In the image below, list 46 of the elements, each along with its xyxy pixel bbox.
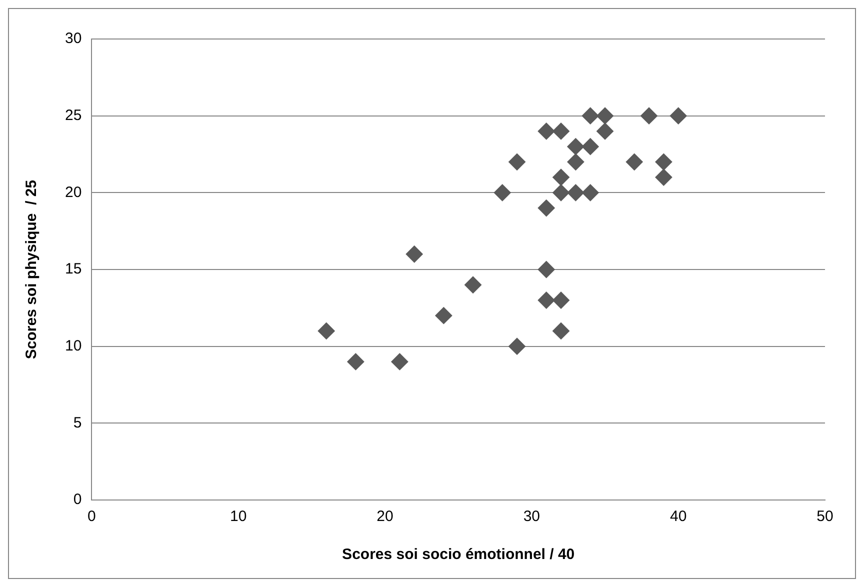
- point: [655, 153, 672, 170]
- point: [670, 107, 687, 124]
- point: [596, 122, 614, 140]
- point: [552, 292, 570, 309]
- y-tick-label: 25: [64, 106, 82, 124]
- point: [567, 153, 584, 170]
- x-tick-label: 50: [816, 508, 834, 526]
- x-tick-label: 10: [230, 508, 247, 526]
- point: [494, 184, 511, 202]
- y-tick-label: 5: [73, 414, 82, 432]
- y-tick-label: 10: [64, 337, 82, 354]
- point: [435, 307, 452, 324]
- point: [582, 138, 599, 156]
- point: [626, 153, 643, 170]
- point: [552, 122, 570, 140]
- point: [464, 276, 482, 294]
- x-tick-label: 30: [523, 508, 540, 526]
- x-tick-label: 40: [670, 508, 687, 526]
- y-tick-label: 30: [64, 30, 82, 48]
- point: [347, 353, 364, 370]
- point: [318, 322, 335, 340]
- y-tick-label: 0: [73, 491, 82, 508]
- x-tick-label: 0: [88, 508, 96, 526]
- point: [508, 153, 526, 170]
- x-axis-title: Scores soi socio émotionnel / 40: [342, 546, 575, 564]
- point: [582, 107, 599, 124]
- point: [538, 292, 555, 309]
- point: [538, 200, 555, 217]
- point: [552, 168, 570, 186]
- point: [552, 322, 570, 340]
- point: [552, 184, 570, 202]
- point: [582, 184, 599, 202]
- y-tick-label: 20: [64, 184, 82, 201]
- x-tick-label: 20: [376, 508, 394, 526]
- point: [640, 107, 658, 124]
- point: [406, 246, 423, 263]
- point: [655, 168, 672, 186]
- point: [391, 353, 408, 370]
- point: [538, 122, 555, 140]
- y-tick-label: 15: [64, 260, 82, 278]
- point: [596, 107, 614, 124]
- y-axis-title: Scores soi physique / 25: [23, 180, 40, 360]
- point: [567, 138, 584, 156]
- point: [567, 184, 584, 202]
- point: [538, 261, 555, 278]
- point: [508, 338, 526, 355]
